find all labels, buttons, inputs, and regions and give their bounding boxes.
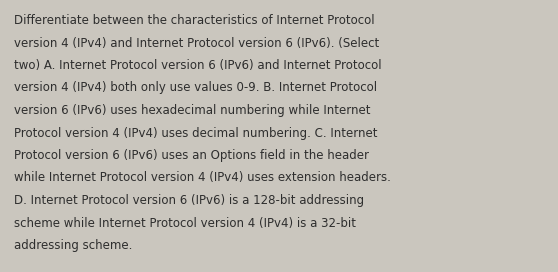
Text: scheme while Internet Protocol version 4 (IPv4) is a 32-bit: scheme while Internet Protocol version 4… — [14, 217, 356, 230]
Text: Protocol version 4 (IPv4) uses decimal numbering. C. Internet: Protocol version 4 (IPv4) uses decimal n… — [14, 126, 378, 140]
Text: version 4 (IPv4) and Internet Protocol version 6 (IPv6). (Select: version 4 (IPv4) and Internet Protocol v… — [14, 36, 379, 50]
Text: version 6 (IPv6) uses hexadecimal numbering while Internet: version 6 (IPv6) uses hexadecimal number… — [14, 104, 371, 117]
Text: Protocol version 6 (IPv6) uses an Options field in the header: Protocol version 6 (IPv6) uses an Option… — [14, 149, 369, 162]
Text: Differentiate between the characteristics of Internet Protocol: Differentiate between the characteristic… — [14, 14, 374, 27]
Text: D. Internet Protocol version 6 (IPv6) is a 128-bit addressing: D. Internet Protocol version 6 (IPv6) is… — [14, 194, 364, 207]
Text: two) A. Internet Protocol version 6 (IPv6) and Internet Protocol: two) A. Internet Protocol version 6 (IPv… — [14, 59, 382, 72]
Text: version 4 (IPv4) both only use values 0-9. B. Internet Protocol: version 4 (IPv4) both only use values 0-… — [14, 82, 377, 94]
Text: while Internet Protocol version 4 (IPv4) uses extension headers.: while Internet Protocol version 4 (IPv4)… — [14, 172, 391, 184]
Text: addressing scheme.: addressing scheme. — [14, 239, 132, 252]
